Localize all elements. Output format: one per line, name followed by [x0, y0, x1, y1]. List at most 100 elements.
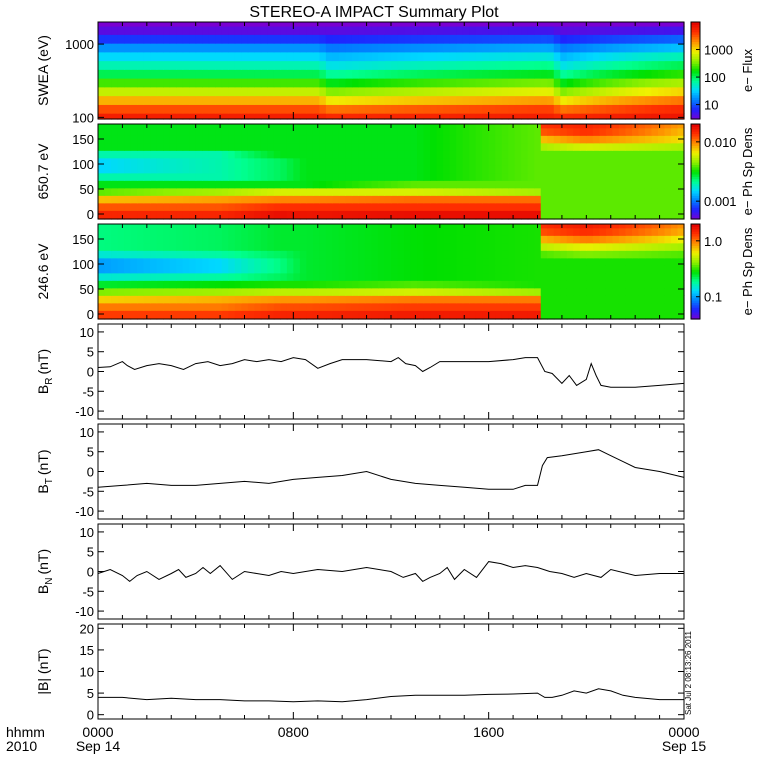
swea-cell: [189, 78, 197, 88]
swea-cell: [117, 51, 125, 62]
swea-cell: [384, 34, 392, 44]
swea-cell: [345, 69, 353, 79]
pad650-cell: [111, 172, 119, 181]
pad246-cell: [430, 250, 438, 259]
swea-cell: [319, 60, 327, 70]
swea-cell: [234, 22, 242, 27]
swea-colorbar-tick-label: 10: [704, 98, 718, 113]
swea-cell: [553, 34, 561, 44]
pad246-cell: [592, 265, 600, 274]
date-tick-label: Sep 15: [662, 738, 707, 754]
pad246-cell: [208, 280, 216, 289]
pad650-cell: [293, 135, 301, 144]
pad650-cell: [391, 202, 399, 211]
pad246-cell: [254, 242, 262, 251]
swea-colorbar-cell: [691, 116, 700, 120]
pad650-cell: [644, 210, 653, 220]
swea-cell: [514, 69, 522, 79]
swea-cell: [306, 43, 314, 53]
pad650-cell: [312, 202, 320, 211]
swea-cell: [247, 104, 255, 114]
pad246-cell: [449, 272, 457, 281]
pad650-cell: [436, 195, 444, 204]
pad246-colorbar-cell: [691, 309, 700, 313]
swea-cell: [345, 78, 353, 88]
pad650-cell: [176, 180, 184, 189]
pad650-cell: [540, 165, 548, 174]
swea-cell: [202, 113, 210, 120]
pad246-cell: [573, 302, 581, 311]
swea-cell: [371, 51, 379, 62]
swea-cell: [573, 69, 581, 79]
pad246-cell: [586, 235, 594, 244]
pad246-cell: [371, 280, 379, 289]
pad650-cell: [566, 142, 574, 151]
swea-cell: [488, 22, 496, 27]
pad246-cell: [547, 272, 555, 281]
pad650-cell: [319, 124, 327, 129]
pad246-cell: [501, 310, 509, 320]
pad650-cell: [280, 157, 288, 166]
pad650-cell: [618, 187, 626, 196]
pad650-cell: [267, 135, 275, 144]
swea-cell: [104, 95, 112, 105]
swea-cell: [182, 25, 190, 35]
swea-cell: [508, 43, 516, 53]
pad650-cell: [566, 202, 574, 211]
pad246-cell: [247, 250, 255, 259]
pad650-cell: [195, 135, 203, 144]
swea-cell: [286, 25, 294, 35]
swea-cell: [547, 113, 555, 120]
pad246-cell: [579, 227, 587, 236]
pad650-cell: [618, 165, 626, 174]
pad650-cell: [586, 124, 594, 129]
pad650-colorbar-cell: [691, 131, 700, 135]
swea-cell: [182, 95, 190, 105]
pad650-cell: [638, 187, 646, 196]
pad650-cell: [508, 127, 516, 136]
pad650-cell: [156, 157, 164, 166]
pad246-cell: [677, 295, 685, 304]
swea-cell: [182, 113, 190, 120]
swea-cell: [391, 95, 399, 105]
pad246-cell: [495, 250, 503, 259]
swea-cell: [332, 104, 340, 114]
swea-cell: [618, 51, 626, 62]
pad246-cell: [397, 280, 405, 289]
pad650-cell: [358, 142, 366, 151]
pad246-cell: [612, 235, 620, 244]
pad650-cell: [469, 172, 477, 181]
pad650-cell: [325, 150, 333, 159]
pad650-cell: [260, 210, 268, 220]
pad246-cell: [488, 287, 496, 296]
pad650-cell: [267, 142, 275, 151]
pad650-cell: [319, 165, 327, 174]
swea-cell: [319, 113, 327, 120]
pad246-cell: [358, 302, 366, 311]
pad246-cell: [670, 242, 679, 251]
swea-cell: [592, 113, 600, 120]
swea-cell: [228, 95, 236, 105]
swea-cell: [547, 51, 555, 62]
pad246-cell: [631, 235, 640, 244]
swea-cell: [566, 25, 574, 35]
pad246-cell: [273, 302, 281, 311]
pad650-cell: [410, 165, 418, 174]
pad246-cell: [117, 280, 125, 289]
pad650-cell: [534, 210, 542, 220]
pad246-cell: [169, 227, 177, 236]
swea-cell: [508, 69, 516, 79]
pad246-cell: [98, 280, 106, 289]
swea-cell: [599, 113, 607, 120]
pad650-cell: [423, 150, 431, 159]
pad650-cell: [410, 195, 418, 204]
pad246-cell: [397, 227, 405, 236]
pad650-cell: [423, 135, 431, 144]
swea-cell: [527, 78, 535, 88]
pad650-cell: [612, 124, 620, 129]
pad246-cell: [202, 287, 210, 296]
pad246-cell: [573, 235, 581, 244]
pad650-cell: [195, 172, 203, 181]
swea-cell: [521, 43, 529, 53]
pad246-cell: [117, 265, 125, 274]
